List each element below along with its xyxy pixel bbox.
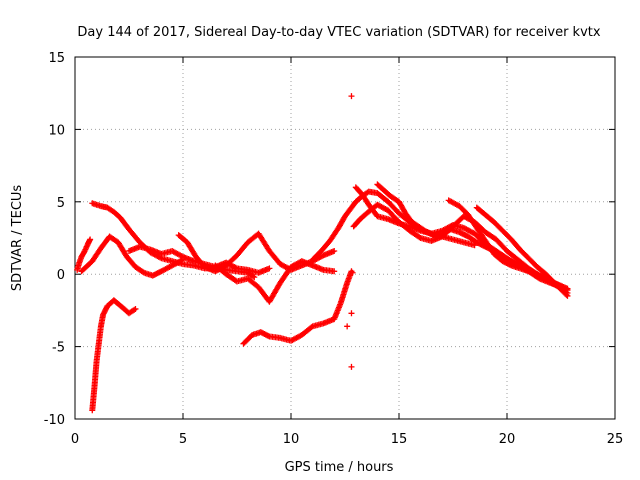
- x-tick-label: 10: [283, 432, 300, 447]
- y-axis-label: SDTVAR / TECUs: [10, 185, 25, 292]
- y-tick-label: -5: [52, 341, 65, 356]
- axis-ticks: [74, 56, 616, 420]
- data-point: [87, 236, 94, 243]
- data-point: [560, 284, 567, 291]
- data-point: [331, 248, 338, 255]
- data-point: [251, 274, 258, 281]
- data-point: [564, 292, 571, 299]
- y-tick-label: 10: [48, 123, 65, 138]
- data-point: [331, 268, 338, 275]
- tick-labels: 0 5 10 15 20 25 -10 -5 0 5 10 15: [44, 51, 624, 447]
- data-point: [266, 265, 273, 272]
- data-point: [132, 305, 139, 312]
- chart-title: Day 144 of 2017, Sidereal Day-to-day VTE…: [77, 25, 600, 40]
- isolated-point: [348, 310, 355, 317]
- data-points: [74, 93, 571, 414]
- grid-lines: [75, 57, 615, 419]
- data-point: [139, 268, 146, 275]
- y-tick-label: -10: [44, 413, 65, 428]
- isolated-point: [344, 323, 351, 330]
- y-tick-label: 15: [48, 51, 65, 66]
- isolated-point: [349, 269, 356, 276]
- x-tick-label: 25: [607, 432, 624, 447]
- isolated-point: [348, 363, 355, 370]
- x-tick-label: 0: [71, 432, 79, 447]
- data-point: [563, 291, 570, 298]
- y-tick-label: 0: [57, 268, 65, 283]
- isolated-point: [348, 93, 355, 100]
- y-tick-label: 5: [57, 196, 65, 211]
- plot-frame: [74, 56, 616, 420]
- data-point: [249, 273, 256, 280]
- x-axis-label: GPS time / hours: [285, 460, 394, 475]
- x-tick-label: 20: [499, 432, 516, 447]
- x-tick-label: 15: [391, 432, 408, 447]
- x-tick-label: 5: [179, 432, 187, 447]
- data-point: [131, 306, 138, 313]
- data-point: [416, 234, 423, 241]
